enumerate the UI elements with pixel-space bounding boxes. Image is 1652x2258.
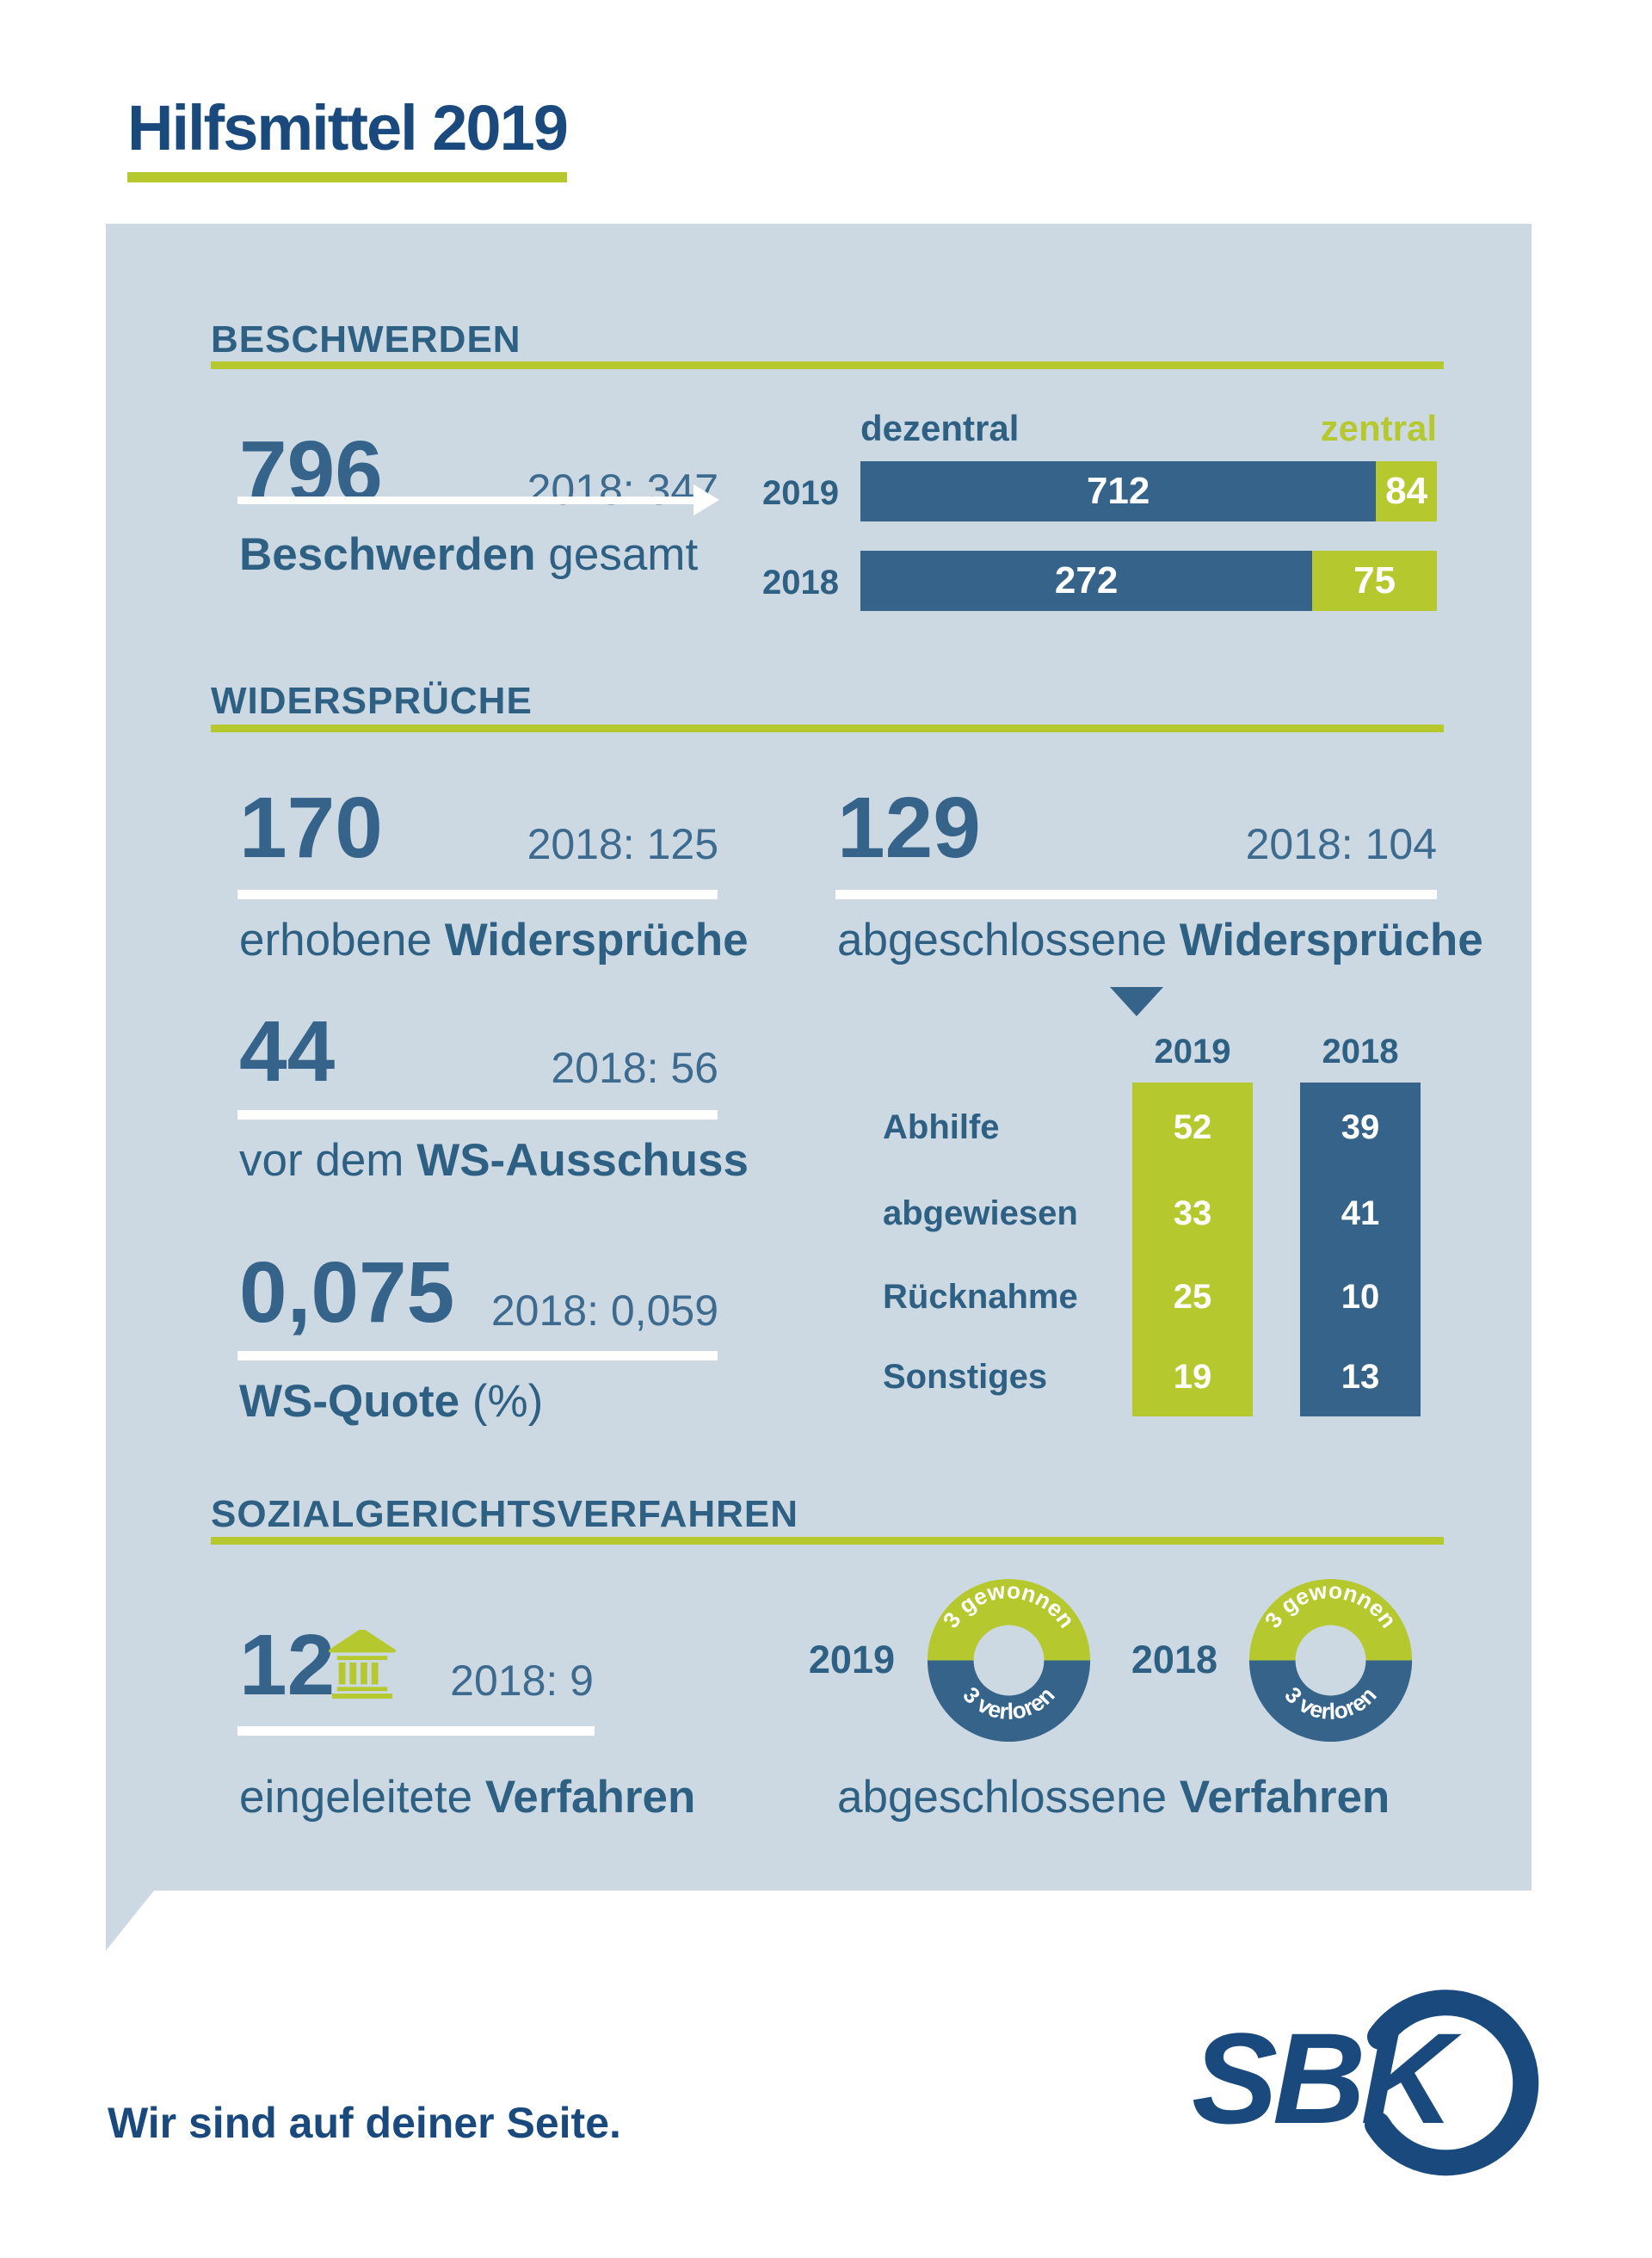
- bar-2019-dezentral-value: 712: [1086, 470, 1150, 512]
- stat-quote-previous: 2018: 0,059: [490, 1286, 718, 1335]
- stat-erhoben-label: erhobene Widersprüche: [239, 914, 749, 966]
- stat-abgeschlossen-previous: 2018: 104: [1245, 820, 1437, 868]
- section-rule-beschwerden: [211, 361, 1444, 369]
- section-header-widersprueche: WIDERSPRÜCHE: [211, 680, 533, 722]
- table-column-2018: [1300, 1083, 1421, 1416]
- label-regular: erhobene: [239, 915, 432, 966]
- stat-beschwerden-label: Beschwerden gesamt: [239, 528, 698, 581]
- table-row-label: Sonstiges: [883, 1358, 1048, 1396]
- bar-2018-zentral-value: 75: [1353, 559, 1396, 602]
- table-value-2019: 33: [1173, 1194, 1212, 1232]
- section-rule-sozialgerichtsverfahren: [211, 1537, 1444, 1545]
- stat-verfahren-rule: [237, 1726, 595, 1736]
- sbk-logo: SBK: [1192, 1990, 1539, 2176]
- stat-ausschuss-value: 44: [239, 1003, 336, 1100]
- donut-year-2018: 2018: [1131, 1638, 1217, 1681]
- stat-abgeschlossen-label: abgeschlossene Widersprüche: [837, 914, 1483, 966]
- label-regular: eingeleitete: [239, 1772, 473, 1823]
- label-bold: WS-Quote: [239, 1376, 460, 1427]
- table-value-2018: 10: [1341, 1278, 1380, 1316]
- section-header-beschwerden: BESCHWERDEN: [211, 318, 521, 361]
- table-value-2019: 25: [1173, 1278, 1212, 1316]
- bar-2018-zentral: 75: [1312, 551, 1437, 611]
- label-regular: gesamt: [548, 529, 699, 580]
- brand-slogan: Wir sind auf deiner Seite.: [108, 2099, 621, 2147]
- stat-verfahren-value: 12: [239, 1617, 336, 1713]
- table-row-label: abgewiesen: [883, 1194, 1078, 1232]
- table-value-2019: 52: [1173, 1108, 1212, 1146]
- label-bold: WS-Ausschuss: [416, 1135, 749, 1186]
- donut-chart-2019: 3 gewonnen 3 verloren: [927, 1577, 1091, 1743]
- triangle-down-icon: [1110, 987, 1163, 1016]
- speech-bubble-tail: [106, 1891, 154, 1951]
- table-row-label: Rücknahme: [883, 1278, 1078, 1316]
- stat-quote-label: WS-Quote (%): [239, 1375, 543, 1428]
- label-bold: Widersprüche: [444, 915, 749, 966]
- stat-ausschuss-label: vor dem WS-Ausschuss: [239, 1134, 749, 1187]
- arrow-line: [237, 497, 693, 504]
- bar-2019: 712 84: [860, 461, 1437, 521]
- stat-verfahren-label: eingeleitete Verfahren: [239, 1771, 695, 1823]
- donut-year-2019: 2019: [808, 1638, 895, 1681]
- legend-zentral: zentral: [1320, 408, 1437, 448]
- stat-verfahren-abgeschlossen-label: abgeschlossene Verfahren: [837, 1771, 1390, 1823]
- courthouse-icon: [329, 1630, 396, 1699]
- sbk-logo-text: SBK: [1192, 2006, 1462, 2150]
- stat-abgeschlossen-value: 129: [837, 780, 981, 876]
- label-regular: abgeschlossene: [837, 1772, 1168, 1823]
- stat-ausschuss-previous: 2018: 56: [551, 1044, 718, 1092]
- arrow-right-icon: [693, 484, 719, 515]
- bar-2018: 272 75: [860, 551, 1437, 611]
- label-bold: Verfahren: [484, 1772, 696, 1823]
- bar-2019-zentral: 84: [1376, 461, 1437, 521]
- page-title: Hilfsmittel 2019: [127, 96, 569, 182]
- table-value-2018: 41: [1341, 1194, 1380, 1232]
- bar-year-2018: 2018: [762, 564, 839, 602]
- bar-year-2019: 2019: [762, 474, 839, 512]
- stat-erhoben-value: 170: [239, 780, 383, 876]
- stat-verfahren-previous: 2018: 9: [450, 1656, 594, 1705]
- table-value-2019: 19: [1173, 1358, 1212, 1396]
- bar-2018-dezentral: 272: [860, 551, 1313, 611]
- stat-erhoben-previous: 2018: 125: [527, 820, 718, 868]
- table-row-label: Abhilfe: [883, 1108, 1000, 1146]
- table-value-2018: 13: [1341, 1358, 1380, 1396]
- table-header-2019: 2019: [1154, 1033, 1231, 1070]
- section-header-sozialgerichtsverfahren: SOZIALGERICHTSVERFAHREN: [211, 1493, 799, 1535]
- stat-erhoben-rule: [237, 890, 718, 899]
- table-column-2019: [1132, 1083, 1253, 1416]
- stat-beschwerden-previous: 2018: 347: [527, 466, 718, 514]
- legend-dezentral: dezentral: [860, 408, 1020, 448]
- label-regular: (%): [472, 1376, 544, 1427]
- bar-2018-dezentral-value: 272: [1054, 559, 1119, 602]
- bar-2019-dezentral: 712: [860, 461, 1377, 521]
- table-header-2018: 2018: [1322, 1033, 1399, 1070]
- section-rule-widersprueche: [211, 725, 1444, 732]
- stat-quote-rule: [237, 1351, 718, 1360]
- label-regular: abgeschlossene: [837, 915, 1168, 966]
- stat-ausschuss-rule: [237, 1110, 718, 1120]
- stat-abgeschlossen-rule: [835, 890, 1437, 899]
- label-regular: vor dem: [239, 1135, 404, 1186]
- label-bold: Verfahren: [1179, 1772, 1390, 1823]
- donut-chart-2018: 3 gewonnen 3 verloren: [1248, 1577, 1413, 1743]
- label-bold: Beschwerden: [239, 529, 536, 580]
- stat-quote-value: 0,075: [239, 1244, 455, 1341]
- table-value-2018: 39: [1341, 1108, 1380, 1146]
- bar-2019-zentral-value: 84: [1385, 470, 1428, 512]
- label-bold: Widersprüche: [1179, 915, 1483, 966]
